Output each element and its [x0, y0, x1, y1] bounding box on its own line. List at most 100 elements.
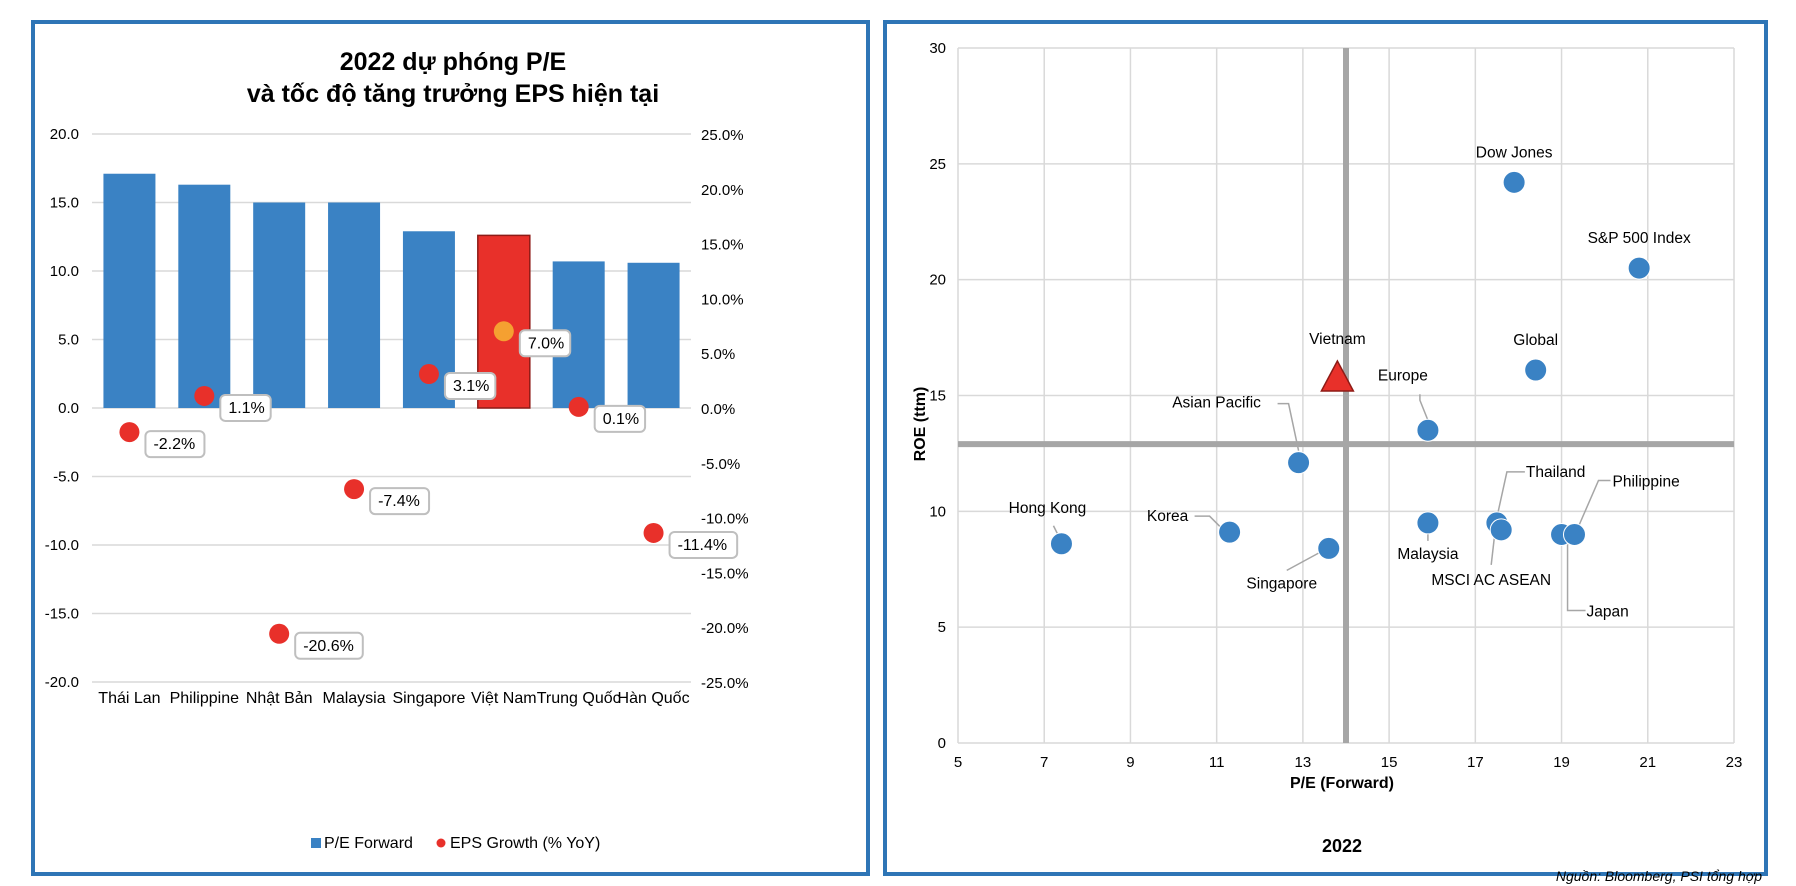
right-axis-tick: -15.0% [701, 565, 749, 582]
point-europe [1416, 418, 1440, 442]
point-msci-ac-asean [1489, 518, 1513, 542]
eps-data-label: 1.1% [228, 400, 264, 417]
left-axis-tick: 5.0 [58, 332, 79, 349]
point-label-europe: Europe [1378, 367, 1428, 384]
chart-subtitle: và tốc độ tăng trưởng EPS hiện tại [247, 80, 659, 108]
bar-pe-3 [253, 202, 306, 408]
x-axis-tick: 13 [1295, 754, 1312, 771]
right-axis-tick: 15.0% [701, 237, 744, 254]
legend-swatch-eps [436, 838, 446, 848]
left-axis-tick: -10.0 [45, 537, 79, 554]
point-label-dow-jones: Dow Jones [1476, 144, 1553, 161]
eps-dot-1 [119, 422, 140, 443]
right-axis-tick: 0.0% [701, 401, 735, 418]
right-axis-tick: -20.0% [701, 620, 749, 637]
legend: P/E Forward EPS Growth (% YoY) [311, 835, 600, 852]
category-label: Nhật Bản [246, 690, 313, 707]
point-label-global: Global [1513, 332, 1558, 349]
eps-label-box [219, 393, 272, 422]
pe-eps-chart-panel: 2022 dự phóng P/E và tốc độ tăng trưởng … [31, 20, 870, 876]
x-axis-title: P/E (Forward) [1290, 775, 1394, 792]
right-axis-tick: 5.0% [701, 346, 735, 363]
y-axis-tick: 0 [938, 735, 946, 752]
x-axis-tick: 5 [954, 754, 962, 771]
eps-label-box [294, 631, 364, 660]
left-axis-tick: -5.0 [53, 469, 79, 486]
eps-dot-4 [344, 479, 365, 500]
x-axis-tick: 19 [1553, 754, 1570, 771]
eps-data-label: 3.1% [453, 378, 489, 395]
legend-label-eps: EPS Growth (% YoY) [450, 835, 600, 852]
point-global [1524, 358, 1548, 382]
bar-pe-4 [328, 202, 381, 408]
category-label: Trung Quốc [537, 690, 621, 707]
category-label: Việt Nam [471, 690, 537, 707]
eps-dot-8 [643, 522, 664, 543]
eps-dot-2 [194, 385, 215, 406]
eps-label-box [144, 430, 206, 459]
bar-pe-1 [103, 173, 156, 408]
eps-label-box [369, 487, 431, 516]
right-axis-tick: -10.0% [701, 511, 749, 528]
y-axis-tick: 25 [929, 156, 946, 173]
y-axis-tick: 30 [929, 40, 946, 57]
bar-pe-2 [178, 184, 231, 408]
point-hong-kong [1049, 532, 1073, 556]
right-axis-tick: 25.0% [701, 127, 744, 144]
right-axis-tick: -5.0% [701, 456, 740, 473]
category-label: Philippine [170, 690, 239, 707]
eps-label-box [443, 372, 497, 401]
point-singapore [1317, 536, 1341, 560]
eps-data-label: 7.0% [528, 335, 564, 352]
point-korea [1218, 520, 1242, 544]
y-axis-tick: 20 [929, 272, 946, 289]
right-axis-tick: -25.0% [701, 675, 749, 692]
x-axis-tick: 15 [1381, 754, 1398, 771]
eps-dot-7 [568, 396, 589, 417]
y-axis-tick: 15 [929, 388, 946, 405]
y-axis-title: ROE (ttm) [912, 387, 929, 462]
eps-label-box [593, 404, 647, 433]
point-malaysia [1416, 511, 1440, 535]
point-label-vietnam: Vietnam [1309, 331, 1366, 348]
left-axis-tick: -20.0 [45, 674, 79, 691]
point-label-s-p-500-index: S&P 500 Index [1588, 230, 1691, 247]
chart-title: 2022 dự phóng P/E [340, 48, 566, 76]
point-label-thailand: Thailand [1526, 464, 1585, 481]
leader-line-europe [1419, 394, 1429, 421]
leader-line-singapore [1286, 550, 1323, 572]
left-axis-tick: 10.0 [50, 263, 79, 280]
point-dow-jones [1502, 170, 1526, 194]
category-label: Singapore [392, 690, 465, 707]
leader-line-philippine [1577, 479, 1611, 527]
point-label-hong-kong: Hong Kong [1009, 500, 1087, 517]
eps-data-label: -11.4% [678, 537, 728, 554]
left-axis-tick: 20.0 [50, 126, 79, 143]
point-label-singapore: Singapore [1246, 575, 1317, 592]
legend-swatch-pe [311, 838, 321, 848]
category-label: Thái Lan [98, 690, 160, 707]
right-axis-tick: 20.0% [701, 182, 744, 199]
eps-dot-6 [493, 321, 514, 342]
leader-line-asian-pacific [1277, 402, 1300, 451]
y-axis-tick: 5 [938, 619, 946, 636]
eps-dot-5 [418, 364, 439, 385]
category-label: Malaysia [322, 690, 385, 707]
point-vietnam [1320, 359, 1355, 392]
point-s-p-500-index [1627, 256, 1651, 280]
x-axis-tick: 9 [1126, 754, 1134, 771]
leader-line-korea [1194, 515, 1223, 529]
x-axis-tick: 23 [1726, 754, 1743, 771]
eps-data-label: -2.2% [153, 436, 195, 453]
point-label-msci-ac-asean: MSCI AC ASEAN [1431, 572, 1551, 589]
point-philippine [1562, 523, 1586, 546]
point-label-philippine: Philippine [1612, 474, 1679, 491]
left-axis-tick: 0.0 [58, 400, 79, 417]
leader-line-japan [1566, 540, 1586, 612]
eps-label-box [518, 329, 572, 358]
point-label-asian-pacific: Asian Pacific [1172, 395, 1261, 412]
eps-data-label: -7.4% [378, 493, 420, 510]
x-axis-tick: 17 [1467, 754, 1484, 771]
pe-eps-chart: 2022 dự phóng P/E và tốc độ tăng trưởng … [45, 48, 749, 852]
